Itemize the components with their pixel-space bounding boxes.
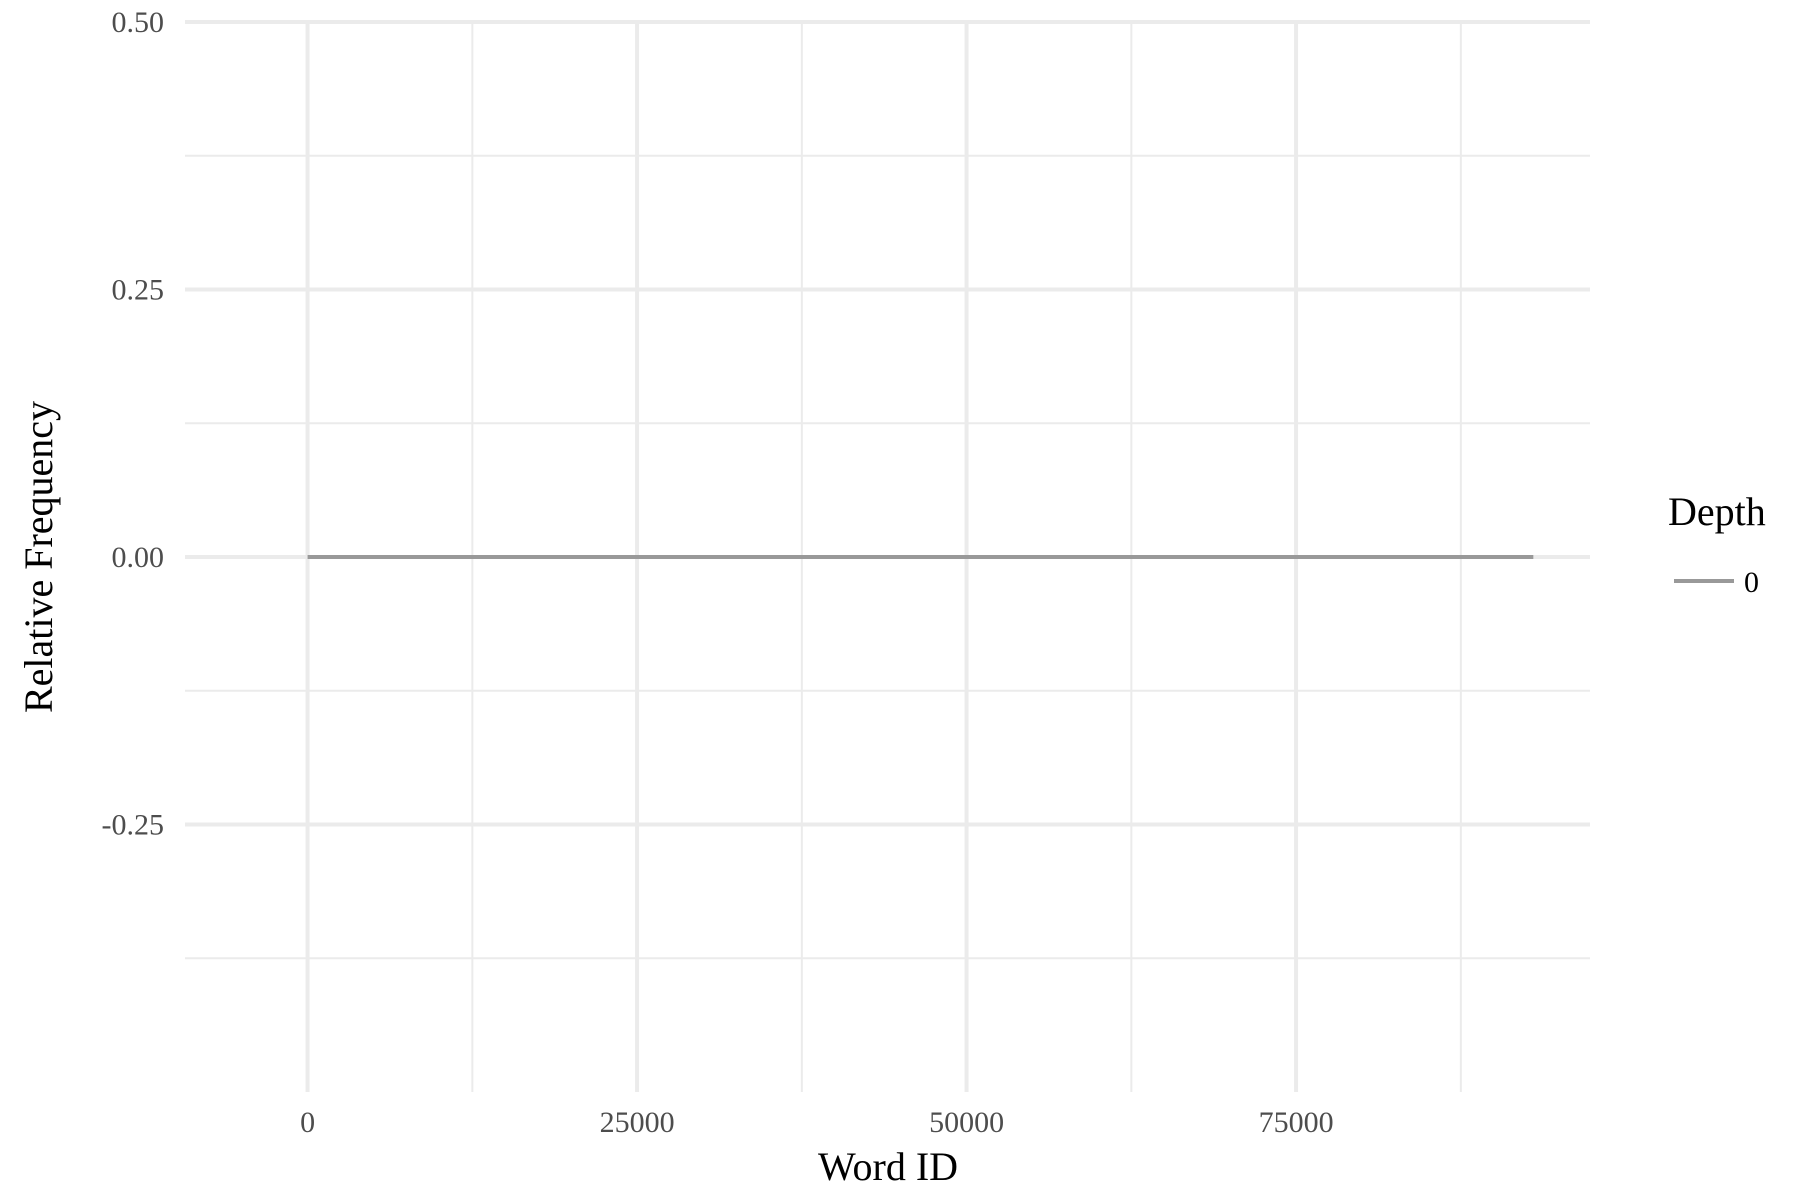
legend: Depth 0: [1668, 489, 1766, 599]
y-tick-label: -0.25: [102, 809, 165, 842]
y-tick-label: 0.50: [112, 6, 165, 39]
y-axis-tick-labels: -0.25 0.00 0.25 0.50: [102, 6, 165, 842]
legend-label: 0: [1744, 566, 1759, 599]
x-axis-tick-labels: 0 25000 50000 75000: [300, 1106, 1334, 1139]
minor-gridlines: [185, 22, 1590, 1092]
x-tick-label: 50000: [929, 1106, 1004, 1139]
y-axis-title: Relative Frequency: [16, 401, 61, 713]
x-tick-label: 0: [300, 1106, 315, 1139]
y-tick-label: 0.00: [112, 541, 165, 574]
y-tick-label: 0.25: [112, 274, 165, 307]
legend-title: Depth: [1668, 489, 1766, 534]
x-tick-label: 25000: [600, 1106, 675, 1139]
x-axis-title: Word ID: [818, 1144, 958, 1189]
x-tick-label: 75000: [1259, 1106, 1334, 1139]
